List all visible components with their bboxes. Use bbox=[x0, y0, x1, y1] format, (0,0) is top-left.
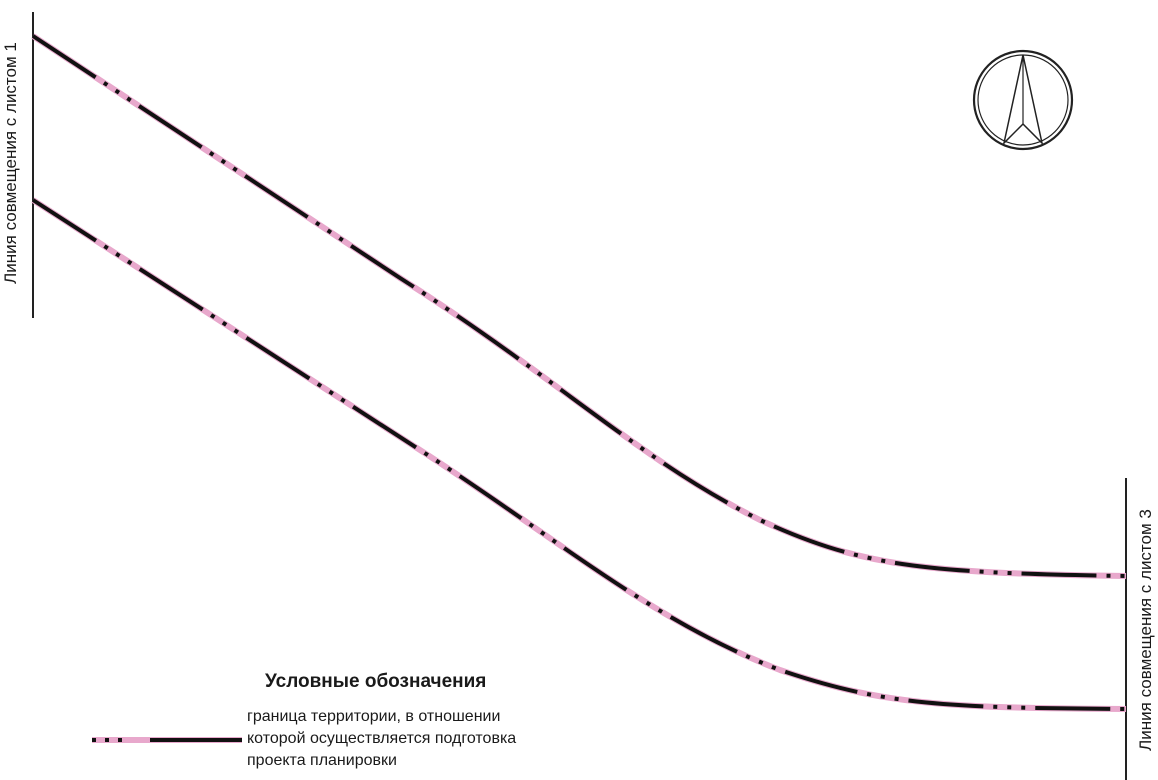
north-arrow-icon bbox=[972, 49, 1074, 151]
match-line-right-label: Линия совмещения с листом 3 bbox=[1136, 509, 1155, 751]
boundary-line-lower bbox=[31, 197, 1127, 712]
legend-item-line: граница территории, в отношении bbox=[247, 708, 501, 725]
legend-item-boundary-label: граница территории, в отношении которой … bbox=[247, 706, 516, 772]
legend-item-line: которой осуществляется подготовка bbox=[247, 730, 517, 747]
boundary-line-upper bbox=[31, 33, 1127, 579]
match-line-left-label: Линия совмещения с листом 1 bbox=[1, 42, 20, 284]
legend-title: Условные обозначения bbox=[265, 671, 487, 692]
legend-item-line: проекта планировки bbox=[247, 752, 397, 769]
